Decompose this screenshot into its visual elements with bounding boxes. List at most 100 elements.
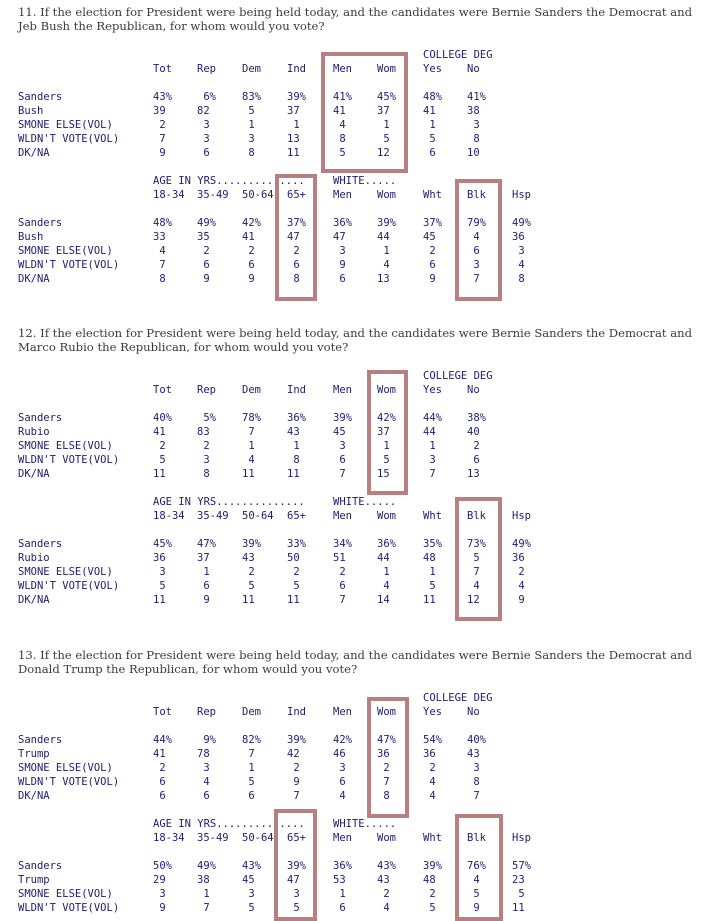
table-cell: 1 (248, 440, 261, 452)
table-cell: 6 (429, 259, 442, 271)
highlight-box-q11-gender (321, 52, 408, 173)
column-header: Men (333, 832, 352, 844)
table-cell: 8 (518, 273, 531, 285)
table-cell: 41% (467, 91, 486, 103)
table-cell: 41 (153, 748, 172, 760)
table-cell: 37 (287, 105, 306, 117)
table-cell: 44 (423, 426, 442, 438)
column-header: No (467, 63, 480, 75)
row-label: DK/NA (18, 468, 50, 480)
table-cell: 47% (377, 734, 396, 746)
table-cell: 6 (339, 580, 352, 592)
table-cell: 5 (383, 454, 396, 466)
table-cell: 48 (423, 874, 442, 886)
table-cell: 39% (423, 860, 442, 872)
table-cell: 82% (242, 734, 261, 746)
highlight-box-q12-wom (367, 370, 408, 495)
highlight-box-q11-blk (455, 179, 502, 301)
table-cell: 3 (518, 245, 531, 257)
table-cell: 3 (248, 133, 261, 145)
table-cell: 43 (467, 748, 486, 760)
table-cell: 7 (293, 790, 306, 802)
table-cell: 37 (377, 426, 396, 438)
table-cell: 6 (248, 259, 261, 271)
row-label: WLDN'T VOTE(VOL) (18, 902, 120, 914)
table-cell: 6 (473, 454, 486, 466)
column-header: Hsp (512, 832, 531, 844)
table-cell: 43 (287, 426, 306, 438)
table-cell: 37% (287, 217, 306, 229)
table-cell: 7 (159, 133, 172, 145)
table-cell: 39% (287, 860, 306, 872)
table-cell: 4 (248, 454, 261, 466)
table-cell: 40 (467, 426, 486, 438)
table-cell: 36% (377, 538, 396, 550)
column-header: Wht (423, 189, 442, 201)
table-cell: 5 (429, 902, 442, 914)
table-cell: 8 (203, 468, 216, 480)
table-cell: 9 (159, 902, 172, 914)
table-cell: 45% (153, 538, 172, 550)
column-header: Blk (467, 189, 486, 201)
table-cell: 45 (423, 231, 442, 243)
table-cell: 9% (203, 734, 216, 746)
row-label: Sanders (18, 860, 63, 872)
column-header: Tot (153, 63, 172, 75)
table-cell: 5 (429, 580, 442, 592)
table-cell: 1 (248, 762, 261, 774)
table-cell: 78% (242, 412, 261, 424)
table-cell: 5 (473, 888, 486, 900)
column-header: Wht (423, 832, 442, 844)
column-header: 65+ (287, 189, 306, 201)
table-cell: 37% (423, 217, 442, 229)
table-cell: 3 (339, 440, 352, 452)
table-cell: 54% (423, 734, 442, 746)
table-cell: 1 (383, 119, 396, 131)
table-cell: 5 (293, 902, 306, 914)
table-cell: 3 (203, 119, 216, 131)
table-cell: 11 (287, 147, 306, 159)
table-cell: 42 (287, 748, 306, 760)
table-cell: 48% (153, 217, 172, 229)
table-cell: 41 (153, 426, 172, 438)
table-cell: 2 (203, 440, 216, 452)
table-cell: 2 (293, 245, 306, 257)
table-cell: 4 (159, 245, 172, 257)
table-cell: 6 (248, 790, 261, 802)
column-header: Rep (197, 706, 216, 718)
column-header: 65+ (287, 832, 306, 844)
column-header: Rep (197, 63, 216, 75)
row-label: Rubio (18, 552, 50, 564)
column-header: Hsp (512, 189, 531, 201)
column-header: Tot (153, 706, 172, 718)
table-cell: 8 (339, 133, 352, 145)
table-cell: 41 (423, 105, 442, 117)
table-cell: 37 (377, 105, 396, 117)
row-label: WLDN'T VOTE(VOL) (18, 259, 120, 271)
table-cell: 2 (518, 566, 531, 578)
table-cell: 8 (473, 776, 486, 788)
table-cell: 13 (287, 133, 306, 145)
table-cell: 5 (248, 776, 261, 788)
question-text: 13. If the election for President were b… (18, 648, 693, 676)
column-header: Men (333, 189, 352, 201)
table-cell: 4 (429, 790, 442, 802)
table-cell: 13 (467, 468, 486, 480)
table-cell: 2 (473, 440, 486, 452)
table-cell: 3 (159, 566, 172, 578)
table-cell: 38 (197, 874, 216, 886)
table-cell: 41 (242, 231, 261, 243)
column-header: Rep (197, 384, 216, 396)
row-label: Trump (18, 748, 50, 760)
table-cell: 48 (423, 552, 442, 564)
column-header: Yes (423, 706, 442, 718)
table-cell: 2 (248, 566, 261, 578)
table-cell: 2 (383, 888, 396, 900)
table-cell: 5 (383, 133, 396, 145)
table-cell: 5 (293, 580, 306, 592)
table-cell: 42% (377, 412, 396, 424)
table-cell: 36 (153, 552, 172, 564)
column-header: 65+ (287, 510, 306, 522)
row-label: SMONE ELSE(VOL) (18, 119, 113, 131)
table-cell: 3 (473, 259, 486, 271)
